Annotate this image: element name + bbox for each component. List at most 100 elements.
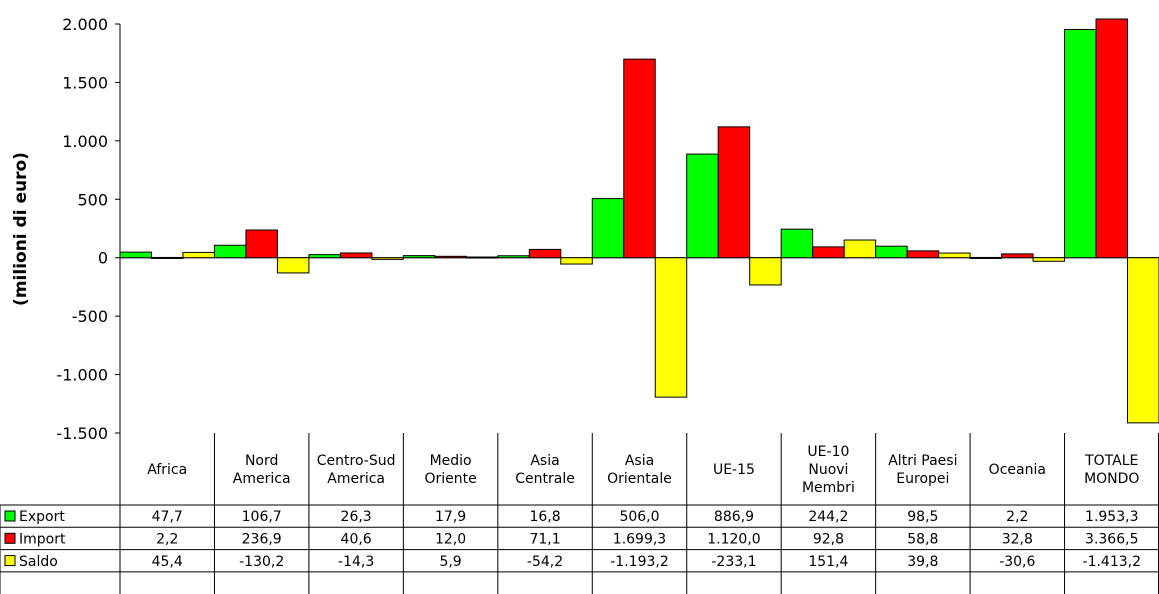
table-cell: 32,8 bbox=[1002, 531, 1033, 547]
y-tick-label: -500 bbox=[72, 307, 108, 326]
y-tick-label: -1.500 bbox=[56, 424, 108, 443]
bar-saldo bbox=[560, 257, 593, 265]
table-cell: -30,6 bbox=[999, 554, 1035, 570]
table-cell: -54,2 bbox=[527, 554, 563, 570]
bar-saldo bbox=[749, 257, 782, 286]
bar-export bbox=[497, 255, 530, 259]
bar-import bbox=[150, 256, 184, 259]
category-label: TOTALE bbox=[1084, 453, 1138, 469]
table-cell: -1.193,2 bbox=[610, 554, 669, 570]
bar-import bbox=[1095, 18, 1129, 259]
bar-import bbox=[717, 126, 751, 259]
bar-import bbox=[906, 250, 940, 259]
table-cell: -130,2 bbox=[239, 554, 284, 570]
bar-import bbox=[1001, 253, 1034, 259]
bar-saldo bbox=[654, 257, 688, 398]
legend-key-import bbox=[4, 532, 16, 544]
table-cell: 1.120,0 bbox=[707, 531, 760, 547]
table-cell: 886,9 bbox=[714, 509, 754, 525]
legend-label: Import bbox=[19, 531, 66, 547]
y-tick-label: 0 bbox=[98, 249, 108, 268]
table-cell: 71,1 bbox=[529, 531, 560, 547]
table-cell: 151,4 bbox=[808, 554, 848, 570]
bars bbox=[119, 18, 1159, 424]
table-cell: -1.413,2 bbox=[1083, 554, 1142, 570]
table-cell: 17,9 bbox=[435, 509, 466, 525]
bar-export bbox=[780, 228, 814, 259]
category-label: Nuovi bbox=[808, 462, 848, 478]
category-label: Oriente bbox=[424, 471, 476, 487]
y-axis-label: (milioni di euro) bbox=[11, 152, 31, 306]
category-label: Centro-Sud bbox=[317, 453, 396, 469]
bar-export bbox=[213, 244, 247, 259]
table-cell: 244,2 bbox=[808, 509, 848, 525]
category-label: Medio bbox=[430, 453, 472, 469]
bar-saldo bbox=[371, 257, 404, 260]
category-label: Altri Paesi bbox=[888, 453, 957, 469]
y-tick-label: 2.000 bbox=[62, 15, 108, 34]
table-cell: 58,8 bbox=[907, 531, 938, 547]
bar-saldo bbox=[276, 257, 310, 274]
bar-saldo bbox=[182, 251, 215, 259]
category-label: Centrale bbox=[515, 471, 575, 487]
category-label: Europei bbox=[896, 471, 949, 487]
table-cell: 2,2 bbox=[156, 531, 178, 547]
category-label: Asia bbox=[625, 453, 654, 469]
bar-saldo bbox=[1127, 257, 1159, 424]
bar-export bbox=[1064, 28, 1097, 259]
bar-saldo bbox=[465, 256, 499, 259]
bar-export bbox=[308, 254, 341, 259]
y-tick-label: 1.000 bbox=[62, 132, 108, 151]
bar-saldo bbox=[843, 239, 877, 259]
category-label: Africa bbox=[147, 462, 187, 478]
table-cell: 45,4 bbox=[152, 554, 183, 570]
category-label: Oceania bbox=[989, 462, 1046, 478]
bar-export bbox=[402, 255, 436, 259]
table-cell: 92,8 bbox=[813, 531, 844, 547]
legend-label: Saldo bbox=[19, 554, 58, 570]
table-cell: 1.699,3 bbox=[613, 531, 666, 547]
category-label: Membri bbox=[802, 480, 855, 496]
table-cell: -233,1 bbox=[711, 554, 756, 570]
table-cell: 39,8 bbox=[907, 554, 938, 570]
category-label: MONDO bbox=[1084, 471, 1139, 487]
bar-export bbox=[686, 153, 719, 259]
y-tick-label: -1.000 bbox=[56, 366, 108, 385]
bar-import bbox=[528, 248, 562, 259]
bar-export bbox=[875, 245, 908, 259]
table-cell: 12,0 bbox=[435, 531, 466, 547]
category-label: America bbox=[327, 471, 385, 487]
y-tick-label: 500 bbox=[77, 190, 108, 209]
bar-import bbox=[812, 246, 845, 259]
bar-import bbox=[623, 58, 656, 259]
table-cell: 5,9 bbox=[439, 554, 461, 570]
legend-key-saldo bbox=[4, 555, 16, 567]
bar-saldo bbox=[938, 252, 971, 259]
category-label: Asia bbox=[530, 453, 559, 469]
bar-export bbox=[591, 198, 625, 259]
table-cell: 98,5 bbox=[907, 509, 938, 525]
category-label: Nord bbox=[245, 453, 278, 469]
bar-import bbox=[245, 229, 278, 259]
category-label: UE-10 bbox=[807, 444, 849, 460]
legend-label: Export bbox=[19, 509, 65, 525]
table-cell: 2,2 bbox=[1006, 509, 1028, 525]
table-cell: -14,3 bbox=[338, 554, 374, 570]
table-cell: 506,0 bbox=[619, 509, 659, 525]
bar-saldo bbox=[1032, 257, 1066, 262]
table-cell: 47,7 bbox=[152, 509, 183, 525]
data-table: Africa Nord America Centro-Sud America Medio O… bbox=[0, 433, 1159, 594]
category-label: Orientale bbox=[607, 471, 672, 487]
bar-export bbox=[119, 251, 152, 259]
table-cell: 236,9 bbox=[242, 531, 282, 547]
legend-key-export bbox=[4, 510, 16, 522]
table-cell: 106,7 bbox=[242, 509, 282, 525]
table-cell: 26,3 bbox=[341, 509, 372, 525]
table-cell: 16,8 bbox=[529, 509, 560, 525]
category-label: America bbox=[233, 471, 291, 487]
table-cell: 40,6 bbox=[341, 531, 372, 547]
bar-import bbox=[434, 255, 467, 259]
bar-import bbox=[339, 252, 373, 259]
y-tick-label: 1.500 bbox=[62, 73, 108, 92]
